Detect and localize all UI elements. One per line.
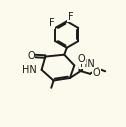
Text: F: F — [68, 12, 73, 21]
Text: O: O — [78, 54, 85, 64]
Text: O: O — [93, 68, 100, 78]
Text: O: O — [27, 51, 35, 61]
Text: HN: HN — [80, 59, 94, 69]
Text: HN: HN — [22, 65, 37, 75]
Text: F: F — [49, 18, 55, 28]
